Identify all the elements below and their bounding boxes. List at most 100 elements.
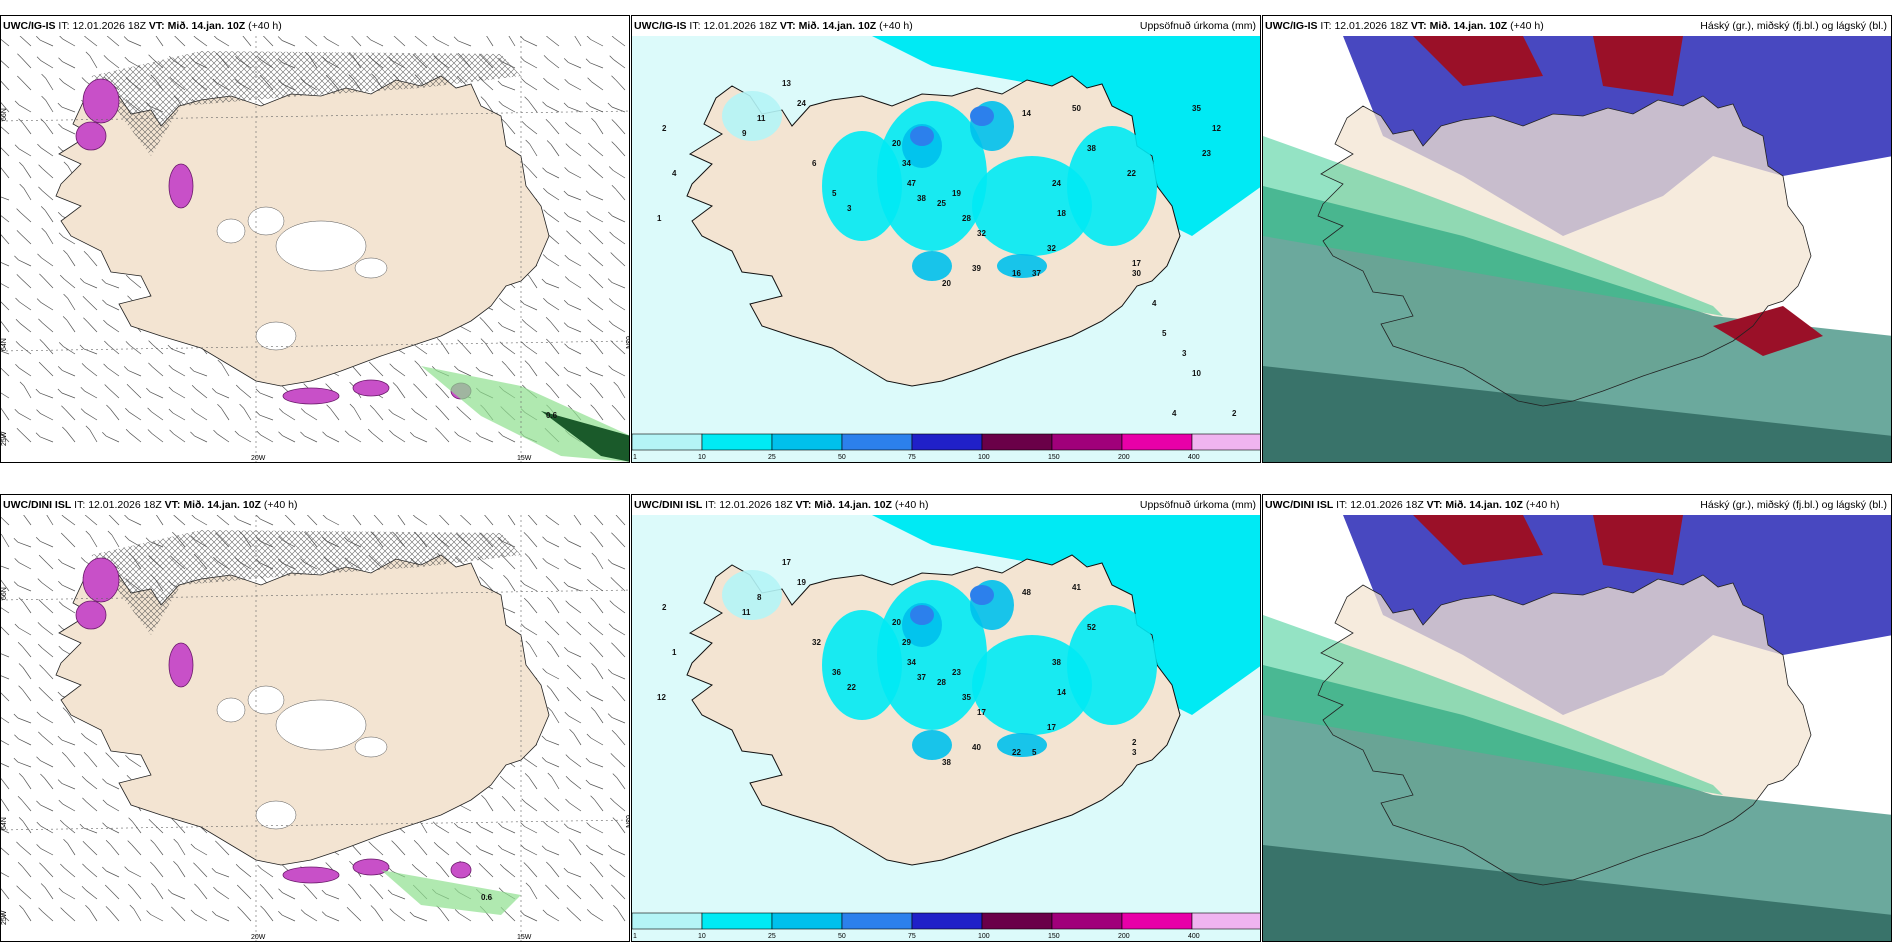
glacier-outline <box>354 736 388 758</box>
high-cloud-shade <box>1593 36 1683 96</box>
colorbar-tick-label: 75 <box>908 933 916 940</box>
wind-barb-feather <box>454 431 459 436</box>
wind-barb <box>109 843 120 856</box>
wind-barb-feather <box>146 910 151 915</box>
colorbar-tick-label: 50 <box>838 454 846 461</box>
precip-value-label: 6 <box>812 159 817 168</box>
wind-barb-feather <box>545 316 551 322</box>
wind-barb-feather <box>38 164 43 169</box>
wind-barb <box>1 283 10 289</box>
wind-barb <box>570 888 582 900</box>
wind-barb-feather <box>542 821 548 826</box>
wind-barb <box>524 826 538 834</box>
wind-barb <box>154 865 164 878</box>
wind-barb-feather <box>104 884 110 890</box>
precip-value-label: 9 <box>742 129 747 138</box>
wind-barb <box>613 868 626 878</box>
wind-barb <box>547 516 560 526</box>
wind-barb <box>1 888 10 900</box>
wind-barb <box>237 519 252 526</box>
precip-shade <box>450 861 472 879</box>
wind-barb <box>129 432 142 443</box>
wind-barb <box>174 515 186 526</box>
wind-barb <box>284 515 296 526</box>
wind-barb <box>1 799 10 812</box>
wind-barb-feather <box>612 773 618 778</box>
wind-barb-feather <box>14 408 20 414</box>
glacier-outline <box>275 699 367 751</box>
wind-barb-feather <box>36 298 42 303</box>
wind-barb <box>592 168 604 179</box>
wind-barb <box>107 323 120 333</box>
wind-barb-feather <box>19 183 24 189</box>
colorbar-tick-label: 100 <box>978 933 990 940</box>
wind-barb <box>372 845 384 856</box>
wind-barb-feather <box>103 55 109 60</box>
wind-barb-feather <box>475 845 481 850</box>
wind-barb-feather <box>38 907 43 912</box>
wind-barb <box>549 320 560 333</box>
wind-barb-feather <box>106 404 111 410</box>
wind-barb <box>436 39 450 47</box>
panel-header: UWC/DINI ISL IT: 12.01.2026 18Z VT: Mið.… <box>1 495 629 515</box>
wind-barb <box>547 258 560 267</box>
wind-barb-feather <box>480 338 486 343</box>
precip-value-label: 11 <box>742 608 751 617</box>
wind-barb <box>111 534 120 548</box>
wind-barb <box>615 888 626 900</box>
wind-barb <box>304 913 318 922</box>
wind-barb <box>397 515 406 526</box>
wind-barb-feather <box>13 581 19 586</box>
wind-barb-feather <box>563 581 569 587</box>
wind-barb <box>503 345 516 355</box>
precip-value-label: 34 <box>902 159 911 168</box>
wind-barb-feather <box>565 143 571 148</box>
wind-barb-feather <box>388 409 393 414</box>
wind-barb-feather <box>586 690 591 696</box>
wind-barb <box>63 516 76 526</box>
wind-barb-feather <box>63 250 68 255</box>
wind-barb <box>23 166 32 179</box>
wind-barb <box>172 412 186 421</box>
wind-barb-feather <box>125 428 131 434</box>
precip-shade <box>352 858 390 876</box>
wind-barb <box>83 827 98 834</box>
precip-value-label: 23 <box>1202 149 1211 158</box>
wind-barb-feather <box>61 751 67 757</box>
high-cloud-shade <box>1413 36 1543 86</box>
wind-barb <box>86 801 98 812</box>
wind-barb <box>106 803 120 812</box>
wind-barb-feather <box>453 36 459 42</box>
wind-barb-feather <box>563 366 569 372</box>
wind-barb <box>216 38 230 47</box>
wind-barb <box>18 259 32 267</box>
wind-barb-feather <box>59 819 65 825</box>
wind-barb-feather <box>168 364 174 370</box>
it-label: IT: <box>58 20 73 32</box>
wind-barb-feather <box>59 78 64 83</box>
colorbar-swatch <box>981 912 1053 930</box>
colorbar: 1 10 25 50 75 100 150 200 400 <box>632 912 1260 940</box>
wind-barb-feather <box>524 360 530 365</box>
wind-barb-feather <box>57 146 63 151</box>
wind-barb-feather <box>542 167 547 172</box>
wind-barb-feather <box>256 515 261 520</box>
precip-value-label: 18 <box>1057 209 1066 218</box>
colorbar-tick-label: 1 <box>633 454 637 461</box>
wind-barb <box>593 646 604 658</box>
wind-barb <box>198 887 208 900</box>
wind-barb <box>570 911 582 922</box>
wind-barb <box>84 390 98 399</box>
wind-barb <box>40 302 54 311</box>
wind-barb <box>1 38 10 47</box>
wind-barb <box>550 865 560 878</box>
wind-barb <box>528 777 538 790</box>
wind-barb <box>612 324 626 333</box>
wind-barb <box>547 37 560 47</box>
map-panel-r1c2: UWC/IG-IS IT: 12.01.2026 18Z VT: Mið. 14… <box>631 15 1261 463</box>
precip-shade <box>75 600 107 630</box>
colorbar-swatch <box>632 433 703 451</box>
wind-barb-feather <box>547 706 552 712</box>
wind-barb-feather <box>546 685 552 690</box>
wind-barb <box>261 868 274 878</box>
